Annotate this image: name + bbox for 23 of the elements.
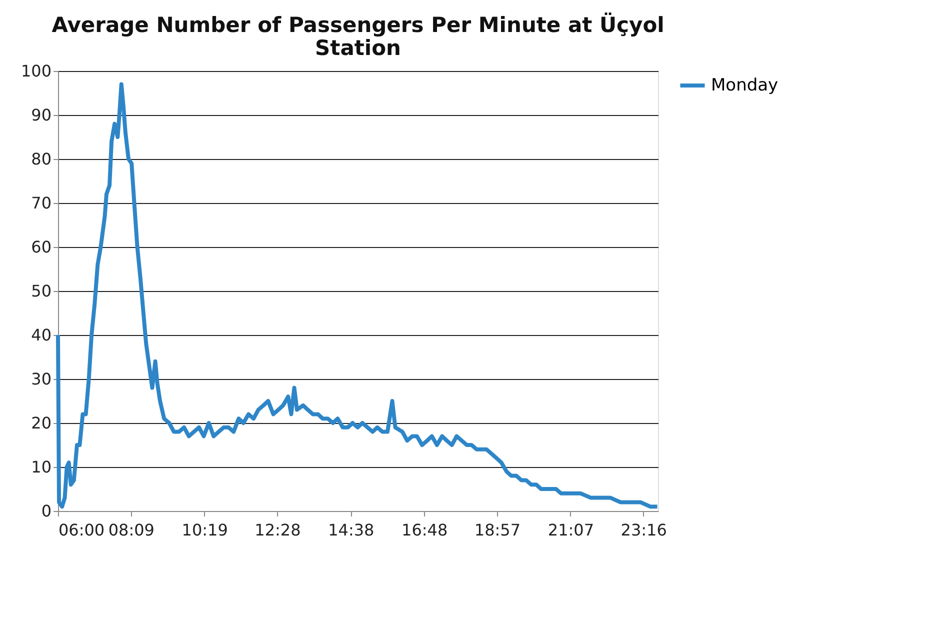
x-tick-label: 08:09 [108, 520, 154, 540]
y-tick-label: 40 [31, 326, 52, 344]
y-tick-label: 70 [31, 194, 52, 212]
y-tick-label: 80 [31, 150, 52, 168]
x-tick-label: 18:57 [474, 520, 521, 540]
legend-label: Monday [711, 76, 778, 96]
x-tick-label: 23:16 [620, 520, 667, 540]
chart-title: Average Number of Passengers Per Minute at Üçyol Station [52, 12, 664, 60]
y-tick-label: 20 [31, 414, 52, 432]
y-tick-label: 50 [31, 282, 52, 300]
x-tick-label: 21:07 [548, 520, 594, 540]
y-tick-label: 90 [31, 106, 52, 124]
y-tick-label: 30 [31, 370, 52, 388]
y-tick-label: 60 [31, 238, 52, 256]
line-series [56, 82, 660, 509]
y-tick-label: 10 [31, 458, 52, 476]
x-tick-label: 06:00 [58, 520, 105, 540]
y-tick-label: 0 [41, 502, 52, 520]
x-tick-label: 12:28 [254, 520, 301, 540]
x-tick-label: 10:19 [182, 520, 228, 540]
x-tick-label: 14:38 [328, 520, 374, 540]
y-tick-label: 100 [20, 62, 52, 80]
x-tick-label: 16:48 [402, 520, 448, 540]
